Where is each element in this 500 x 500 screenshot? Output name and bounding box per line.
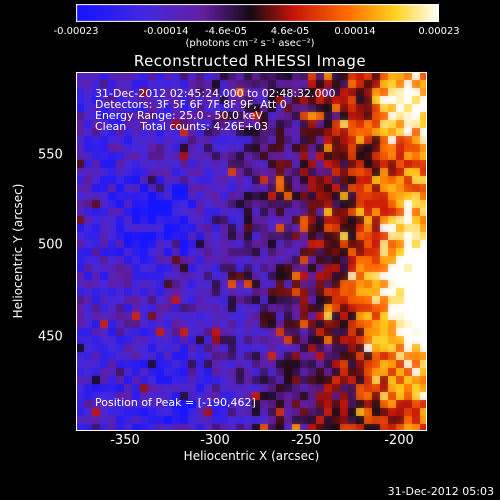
colorbar-tick-label: -4.6e-05	[205, 26, 247, 37]
info-detectors: Detectors: 3F 5F 6F 7F 8F 9F, Att 0	[95, 98, 287, 111]
y-tick-label: 550	[38, 147, 63, 163]
y-tick-label: 450	[38, 329, 63, 345]
colorbar-units-label: (photons cm⁻² s⁻¹ asec⁻²)	[185, 38, 315, 49]
info-time-range: 31-Dec-2012 02:45:24.000 to 02:48:32.000	[95, 87, 336, 100]
colorbar-tick-label: -0.00023	[53, 26, 99, 37]
x-tick-label: -200	[384, 433, 414, 448]
x-tick-label: -350	[110, 433, 140, 448]
heatmap-image	[76, 72, 427, 431]
x-tick-label: -250	[291, 433, 321, 448]
info-total-counts: Clean Total counts: 4.26E+03	[95, 120, 269, 133]
peak-position-label: Position of Peak = [-190,462]	[95, 396, 256, 409]
footer-timestamp: 31-Dec-2012 05:03	[387, 485, 494, 498]
plot-title: Reconstructed RHESSI Image	[133, 52, 367, 70]
y-axis-label: Heliocentric Y (arcsec)	[11, 183, 25, 319]
colorbar-tick-label: 0.00023	[418, 26, 460, 37]
info-energy-range: Energy Range: 25.0 - 50.0 keV	[95, 109, 263, 122]
colorbar-tick-label: -0.00014	[143, 26, 189, 37]
x-axis-label: Heliocentric X (arcsec)	[183, 449, 320, 463]
colorbar-tick-label: 0.00014	[334, 26, 376, 37]
x-tick-label: -300	[200, 433, 230, 448]
colorbar	[76, 4, 439, 22]
colorbar-tick-label: 4.6e-05	[270, 26, 310, 37]
y-tick-label: 500	[38, 237, 63, 253]
